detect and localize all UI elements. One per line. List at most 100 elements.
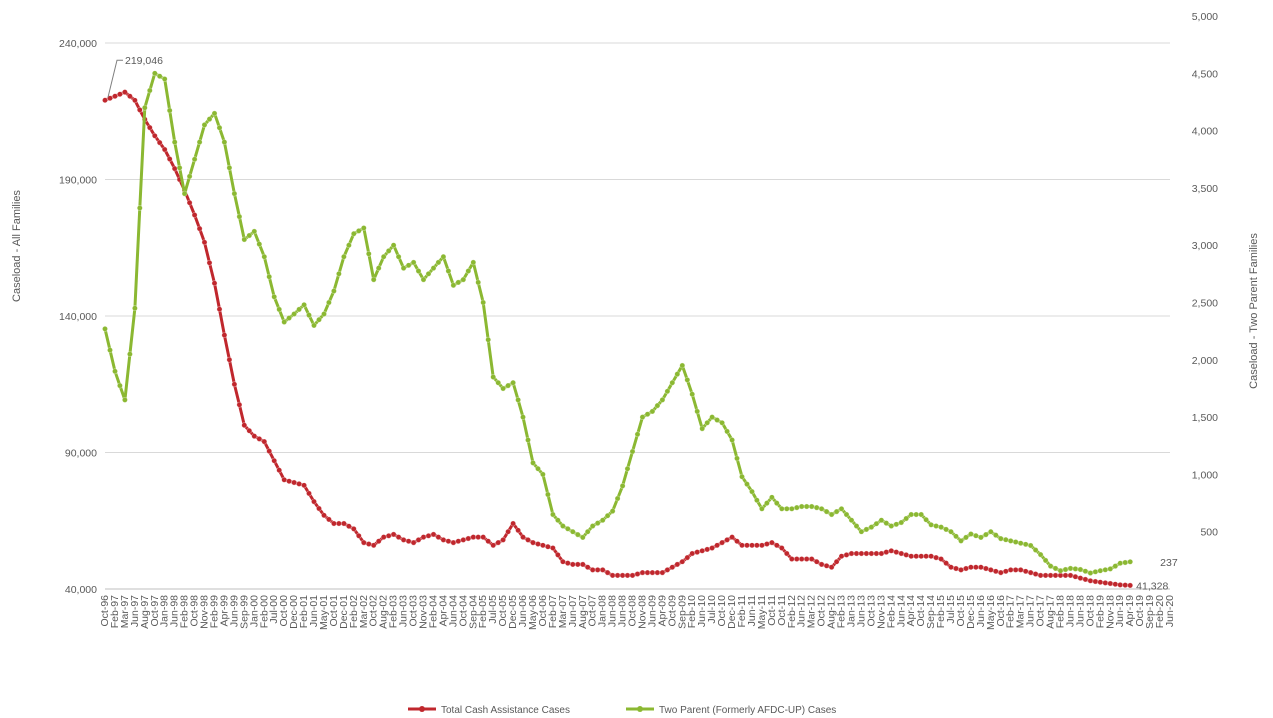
data-point-total-cash bbox=[211, 280, 218, 287]
data-point-two-parent bbox=[555, 517, 561, 524]
data-point-total-cash bbox=[1077, 575, 1084, 581]
data-point-two-parent bbox=[450, 282, 457, 289]
data-point-two-parent bbox=[709, 414, 715, 420]
data-point-two-parent bbox=[316, 316, 322, 323]
data-point-total-cash bbox=[963, 565, 969, 572]
data-point-two-parent bbox=[410, 259, 417, 266]
data-point-total-cash bbox=[271, 457, 278, 464]
data-point-total-cash bbox=[1047, 572, 1054, 579]
data-point-two-parent bbox=[773, 500, 780, 506]
left-tick-label: 140,000 bbox=[59, 311, 97, 323]
data-point-two-parent bbox=[604, 512, 611, 519]
data-point-two-parent bbox=[778, 505, 785, 512]
data-point-two-parent bbox=[823, 508, 830, 515]
data-point-two-parent bbox=[764, 500, 770, 506]
data-point-total-cash bbox=[898, 550, 905, 557]
data-point-two-parent bbox=[973, 532, 979, 539]
x-tick-label: Feb-98 bbox=[179, 595, 191, 628]
x-tick-label: Jul-10 bbox=[706, 595, 718, 624]
x-tick-label: Feb-13 bbox=[836, 595, 848, 628]
data-point-two-parent bbox=[848, 517, 855, 524]
data-point-total-cash bbox=[261, 438, 268, 445]
x-tick-label: Feb-05 bbox=[477, 595, 489, 628]
data-point-two-parent bbox=[619, 482, 626, 489]
data-point-two-parent bbox=[669, 379, 676, 386]
data-point-total-cash bbox=[928, 553, 934, 560]
right-tick-label: 5,000 bbox=[1192, 11, 1218, 23]
data-point-total-cash bbox=[997, 569, 1004, 576]
x-tick-label: Oct-19 bbox=[1134, 595, 1146, 627]
x-tick-label: Feb-04 bbox=[427, 595, 439, 628]
series-line-total-cash bbox=[104, 90, 1131, 587]
data-point-total-cash bbox=[510, 520, 516, 527]
data-point-total-cash bbox=[1002, 568, 1009, 575]
data-point-two-parent bbox=[1047, 563, 1054, 569]
x-tick-label: Jun-11 bbox=[746, 595, 758, 626]
data-point-two-parent bbox=[654, 402, 661, 409]
data-point-total-cash bbox=[769, 539, 775, 546]
data-point-total-cash bbox=[908, 553, 915, 560]
data-point-total-cash bbox=[107, 95, 113, 102]
x-tick-label: Jun-18 bbox=[1074, 595, 1086, 627]
x-tick-label: Apr-09 bbox=[656, 595, 668, 627]
data-point-two-parent bbox=[236, 213, 243, 220]
left-tick-label: 240,000 bbox=[59, 38, 97, 50]
data-point-two-parent bbox=[126, 351, 133, 357]
data-point-two-parent bbox=[1112, 563, 1119, 569]
data-point-total-cash bbox=[604, 569, 611, 576]
x-tick-label: Oct-00 bbox=[278, 595, 290, 627]
data-point-total-cash bbox=[435, 534, 442, 540]
data-point-two-parent bbox=[345, 242, 352, 249]
data-point-two-parent bbox=[1102, 566, 1109, 573]
x-tick-label: Sep-14 bbox=[925, 595, 937, 629]
left-tick-label: 90,000 bbox=[65, 448, 97, 460]
data-point-total-cash bbox=[276, 467, 283, 474]
data-point-total-cash bbox=[151, 132, 158, 139]
data-point-two-parent bbox=[495, 379, 502, 386]
data-point-two-parent bbox=[545, 491, 551, 498]
data-point-two-parent bbox=[231, 190, 238, 197]
data-point-total-cash bbox=[978, 564, 984, 571]
data-point-total-cash bbox=[251, 433, 258, 439]
data-point-two-parent bbox=[131, 305, 138, 312]
data-point-total-cash bbox=[330, 520, 337, 527]
data-point-total-cash bbox=[560, 558, 566, 565]
data-point-two-parent bbox=[1097, 567, 1104, 574]
data-point-two-parent bbox=[420, 276, 427, 283]
x-tick-label: Jan-98 bbox=[159, 595, 171, 627]
data-point-total-cash bbox=[629, 572, 636, 579]
data-point-two-parent bbox=[828, 511, 835, 518]
data-point-total-cash bbox=[773, 542, 780, 549]
data-point-two-parent bbox=[699, 425, 706, 432]
data-point-two-parent bbox=[291, 311, 297, 317]
x-tick-label: Jan-08 bbox=[597, 595, 609, 627]
data-point-two-parent bbox=[340, 253, 347, 260]
data-point-total-cash bbox=[1122, 582, 1129, 588]
data-point-total-cash bbox=[196, 225, 203, 232]
data-point-total-cash bbox=[793, 556, 800, 562]
x-tick-label: Feb-00 bbox=[258, 595, 270, 628]
data-point-total-cash bbox=[281, 476, 288, 483]
x-tick-label: Dec-15 bbox=[965, 595, 977, 629]
data-point-total-cash bbox=[659, 569, 666, 576]
data-point-total-cash bbox=[803, 556, 810, 562]
data-point-total-cash bbox=[117, 91, 123, 98]
data-point-two-parent bbox=[201, 122, 208, 128]
data-point-total-cash bbox=[863, 550, 870, 557]
data-point-total-cash bbox=[350, 526, 357, 532]
data-point-total-cash bbox=[291, 479, 297, 486]
data-point-total-cash bbox=[734, 538, 740, 545]
data-point-two-parent bbox=[634, 431, 641, 438]
x-tick-label: Mar-02 bbox=[358, 595, 370, 628]
data-point-total-cash bbox=[465, 535, 472, 542]
data-point-two-parent bbox=[221, 139, 228, 145]
data-point-total-cash bbox=[714, 542, 720, 549]
data-point-total-cash bbox=[385, 532, 392, 539]
data-point-total-cash bbox=[1082, 576, 1089, 583]
data-point-two-parent bbox=[968, 531, 974, 537]
data-point-two-parent bbox=[719, 419, 725, 426]
data-point-total-cash bbox=[450, 539, 457, 546]
data-point-total-cash bbox=[166, 156, 173, 162]
data-point-two-parent bbox=[301, 301, 307, 308]
data-point-two-parent bbox=[1022, 541, 1029, 548]
